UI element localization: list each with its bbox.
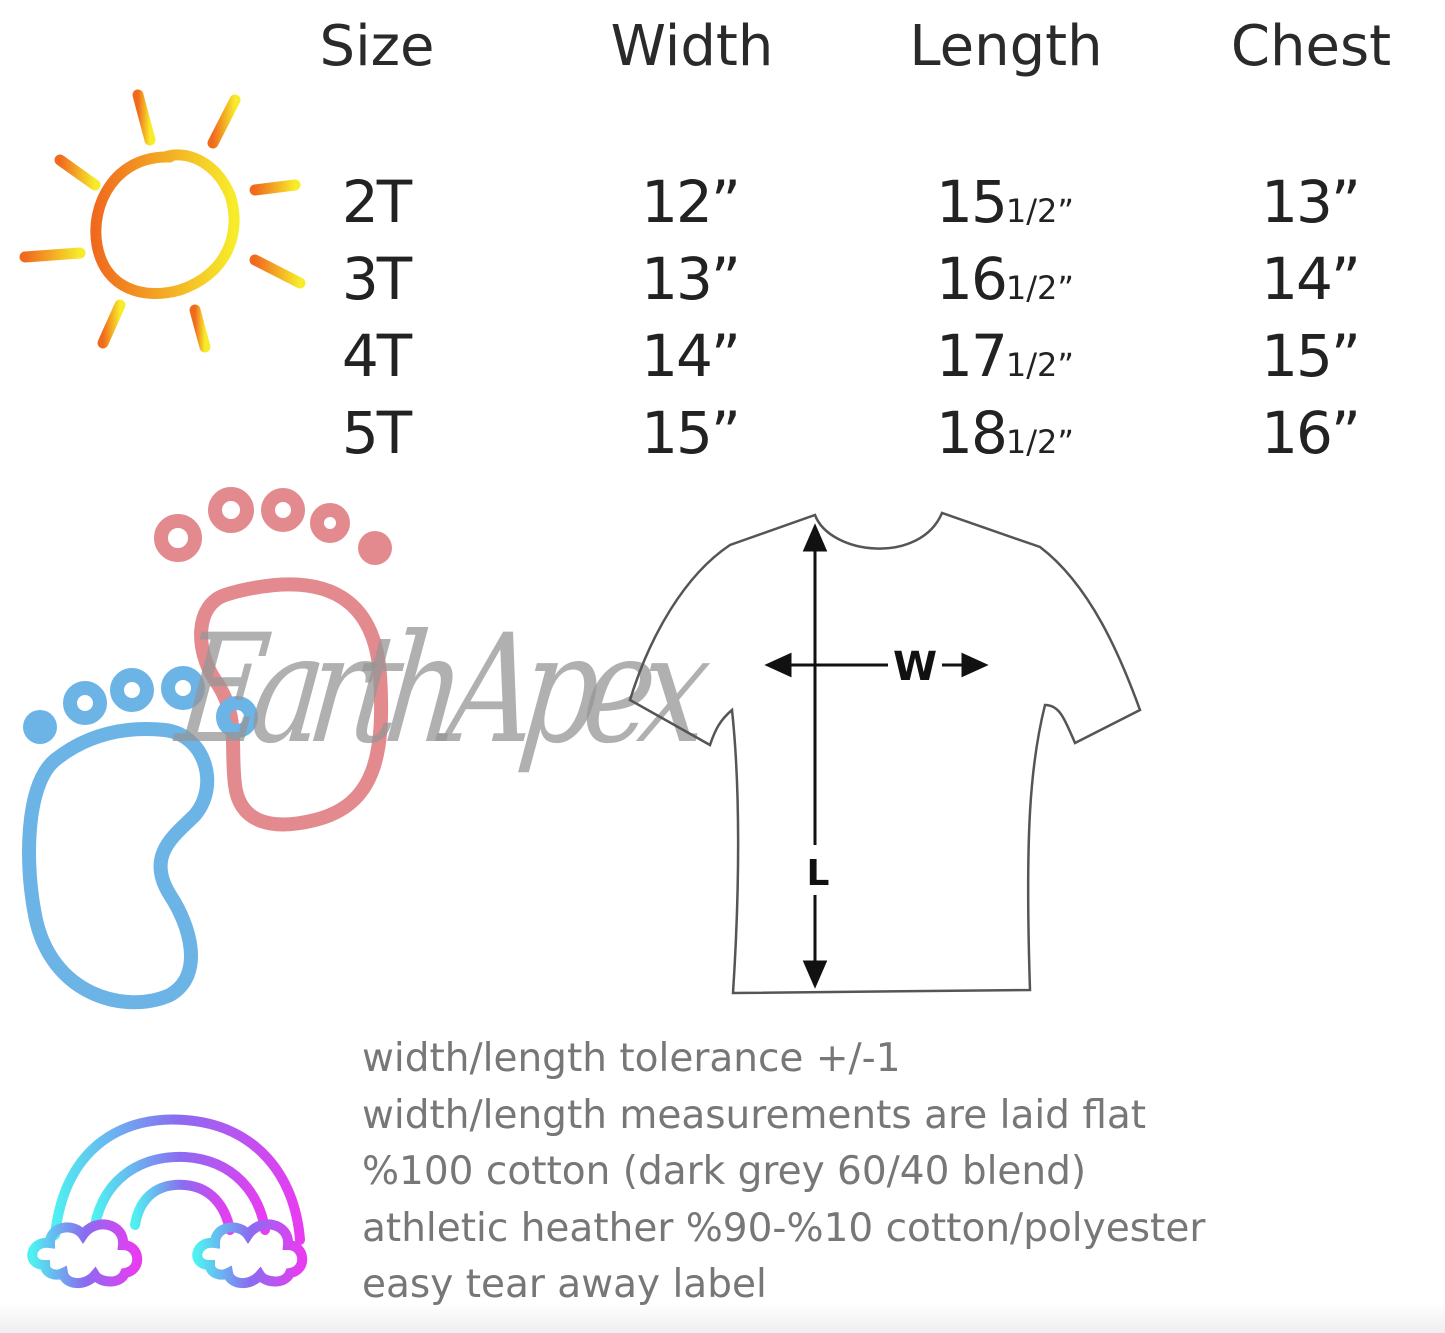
length-fraction: 1/2” bbox=[1005, 346, 1074, 384]
width-cell: 15” bbox=[641, 399, 741, 467]
length-label: L bbox=[807, 853, 830, 894]
width-label: W bbox=[893, 644, 937, 690]
header-width: Width bbox=[610, 14, 774, 79]
size-cell: 4T bbox=[341, 322, 412, 390]
length-whole: 15 bbox=[936, 168, 1008, 236]
length-whole: 18 bbox=[936, 399, 1008, 467]
chest-cell: 16” bbox=[1261, 399, 1361, 467]
width-cell: 12” bbox=[641, 168, 741, 236]
note-laid-flat: width/length measurements are laid flat bbox=[362, 1093, 1147, 1138]
length-whole: 16 bbox=[936, 245, 1008, 313]
note-heather: athletic heather %90-%10 cotton/polyeste… bbox=[362, 1206, 1206, 1251]
length-cell: 181/2” bbox=[936, 399, 1074, 467]
chest-cell: 13” bbox=[1261, 168, 1361, 236]
header-length: Length bbox=[909, 14, 1103, 79]
width-cell: 14” bbox=[641, 322, 741, 390]
length-fraction: 1/2” bbox=[1005, 192, 1074, 230]
bottom-fade bbox=[0, 1303, 1445, 1333]
length-cell: 151/2” bbox=[936, 168, 1074, 236]
size-cell: 2T bbox=[341, 168, 412, 236]
width-cell: 13” bbox=[641, 245, 741, 313]
note-tolerance: width/length tolerance +/-1 bbox=[362, 1036, 901, 1081]
chest-cell: 14” bbox=[1261, 245, 1361, 313]
length-whole: 17 bbox=[936, 322, 1008, 390]
length-cell: 161/2” bbox=[936, 245, 1074, 313]
chest-cell: 15” bbox=[1261, 322, 1361, 390]
length-fraction: 1/2” bbox=[1005, 423, 1074, 461]
length-fraction: 1/2” bbox=[1005, 269, 1074, 307]
note-label: easy tear away label bbox=[362, 1262, 767, 1307]
tshirt-diagram: W L bbox=[628, 511, 1142, 995]
size-cell: 3T bbox=[341, 245, 412, 313]
sun-icon bbox=[19, 89, 306, 353]
header-size: Size bbox=[319, 14, 435, 79]
rainbow-icon bbox=[27, 1114, 308, 1288]
header-chest: Chest bbox=[1230, 14, 1392, 79]
length-cell: 171/2” bbox=[936, 322, 1074, 390]
note-cotton: %100 cotton (dark grey 60/40 blend) bbox=[362, 1149, 1087, 1194]
baby-feet-icon bbox=[22, 487, 392, 1010]
size-cell: 5T bbox=[341, 399, 412, 467]
